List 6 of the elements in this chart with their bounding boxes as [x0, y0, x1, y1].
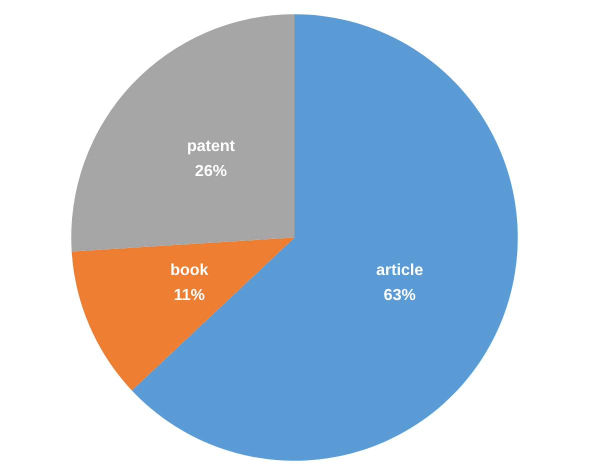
data-label: 63%: [384, 287, 416, 304]
slice-label: article: [376, 262, 424, 280]
data-label: 11%: [174, 287, 205, 304]
slice-label: book: [170, 262, 209, 280]
data-label: 26%: [194, 163, 227, 180]
slice-label: patent: [186, 138, 236, 156]
